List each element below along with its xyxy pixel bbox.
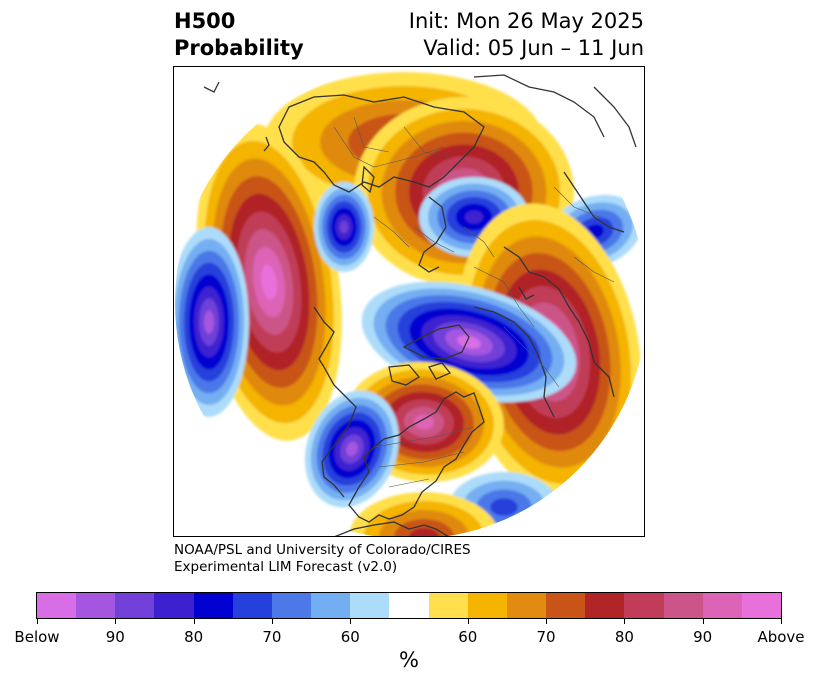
probability-map — [173, 66, 645, 537]
colorbar-tick-label: Below — [14, 628, 60, 646]
probability-contour — [457, 335, 481, 349]
colorbar-tick-label: 80 — [614, 628, 634, 646]
colorbar-segment — [702, 593, 742, 618]
credit-text: NOAA/PSL and University of Colorado/CIRE… — [174, 542, 471, 576]
colorbar — [36, 592, 782, 619]
colorbar-segment — [546, 593, 586, 618]
probability-contour — [394, 519, 454, 536]
probability-blob-japan-negative — [314, 182, 374, 272]
probability-contour — [260, 264, 278, 300]
probability-contour — [490, 498, 518, 516]
probability-contour — [409, 528, 439, 536]
colorbar-segment — [389, 593, 429, 618]
colorbar-segment — [467, 593, 507, 618]
colorbar-segment — [350, 593, 390, 618]
probability-contour — [339, 220, 349, 234]
probability-contour — [464, 210, 484, 224]
colorbar-unit: % — [399, 648, 419, 672]
colorbar-segment — [76, 593, 116, 618]
colorbar-tick-mark — [350, 619, 352, 624]
colorbar-segment — [271, 593, 312, 618]
colorbar-segment — [193, 593, 233, 618]
colorbar-tick-label: Above — [757, 628, 805, 646]
colorbar-tick-label: 80 — [184, 628, 204, 646]
map-canvas — [175, 72, 643, 536]
colorbar-tick-mark — [702, 619, 704, 624]
init-date: Init: Mon 26 May 2025 — [408, 9, 644, 33]
colorbar-tick-mark — [193, 619, 195, 624]
country-borders — [333, 116, 615, 488]
title-line-1: H500 — [174, 9, 236, 33]
colorbar-tick-mark — [467, 619, 469, 624]
colorbar-segment — [741, 593, 781, 618]
colorbar-segment — [663, 593, 703, 618]
colorbar-tick-mark — [115, 619, 117, 624]
colorbar-segment — [311, 593, 351, 618]
title-line-2: Probability — [174, 36, 304, 60]
colorbar-tick-label: 60 — [340, 628, 360, 646]
colorbar-tick-mark — [271, 619, 273, 624]
colorbar-segment — [506, 593, 547, 618]
colorbar-tick-mark — [624, 619, 626, 624]
colorbar-segment — [232, 593, 272, 618]
forecast-dates: Init: Mon 26 May 2025 Valid: 05 Jun – 11… — [409, 8, 644, 62]
colorbar-tick-mark — [546, 619, 548, 624]
probability-blob-gulf-above — [349, 492, 499, 536]
colorbar-tick-label: 70 — [536, 628, 556, 646]
probability-blob-central-asia-negative — [304, 390, 400, 508]
credit-line-2: Experimental LIM Forecast (v2.0) — [174, 559, 398, 575]
probability-contour — [414, 414, 434, 430]
colorbar-tick-mark — [37, 619, 38, 624]
colorbar-segment — [37, 593, 77, 618]
colorbar-segment — [115, 593, 155, 618]
probability-blob-pacific-negative-west — [175, 227, 249, 417]
colorbar-tick-label: 70 — [262, 628, 282, 646]
credit-line-1: NOAA/PSL and University of Colorado/CIRE… — [174, 542, 471, 558]
colorbar-tick-label: 90 — [105, 628, 125, 646]
probability-contour — [346, 441, 358, 457]
colorbar-segment — [585, 593, 625, 618]
colorbar-segment — [624, 593, 664, 618]
probability-contour — [204, 310, 214, 334]
probability-field — [175, 72, 643, 536]
colorbar-tick-label: 60 — [458, 628, 478, 646]
colorbar-tick-mark — [781, 619, 782, 624]
valid-range: Valid: 05 Jun – 11 Jun — [423, 36, 644, 60]
coastlines — [203, 74, 637, 536]
colorbar-segment — [154, 593, 194, 618]
colorbar-tick-label: 90 — [693, 628, 713, 646]
map-title: H500 Probability — [174, 8, 304, 62]
probability-contour — [379, 510, 469, 536]
colorbar-segment — [428, 593, 468, 618]
